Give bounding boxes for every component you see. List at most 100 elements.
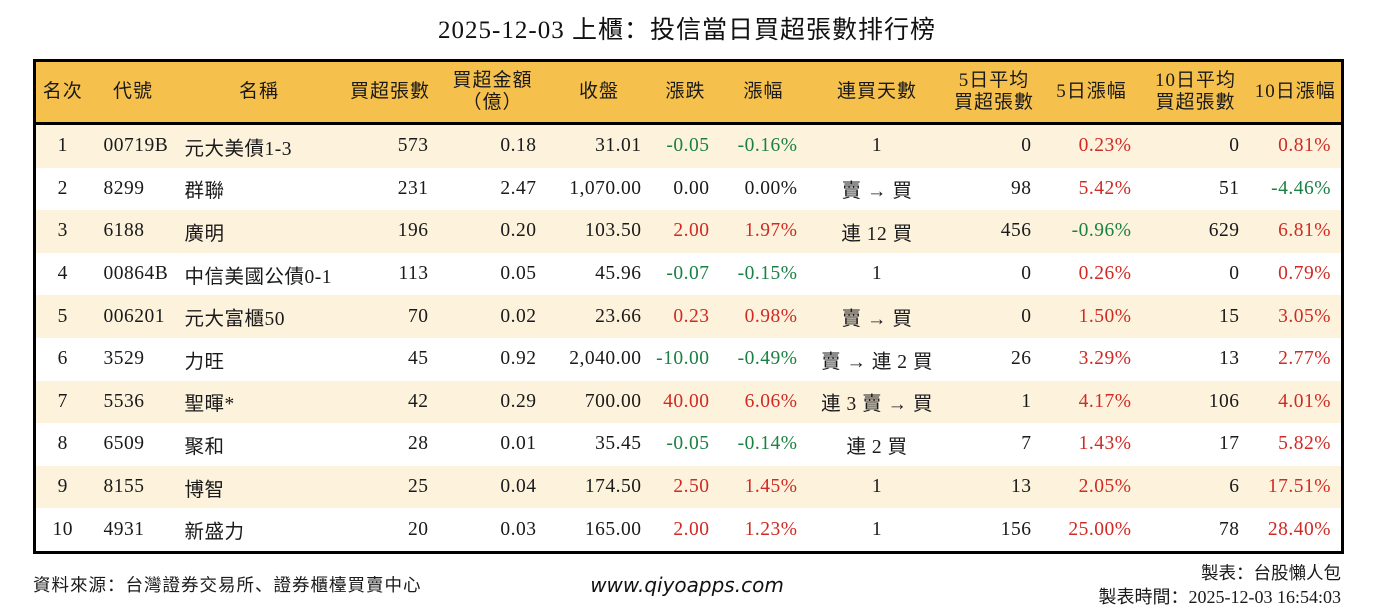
cell-code: 5536 <box>103 390 145 412</box>
cell-5d-pct: 25.00% <box>1068 518 1132 540</box>
cell-rank: 6 <box>57 348 68 370</box>
cell-avg10-volume: 17 <box>1219 433 1240 455</box>
cell-name: 博智 <box>184 479 225 501</box>
cell-5d-pct: 5.42% <box>1078 177 1132 199</box>
cell-10d-pct: 28.40% <box>1267 518 1331 540</box>
cell-buy-streak: 1 <box>871 518 883 540</box>
header-rank: 名次 <box>34 60 90 125</box>
cell-change: -0.07 <box>666 263 710 285</box>
cell-name: 廣明 <box>184 223 225 245</box>
cell-10d-pct: 6.81% <box>1278 220 1331 242</box>
cell-close: 45.96 <box>595 263 642 285</box>
cell-10d-pct: 17.51% <box>1267 476 1331 498</box>
cell-close: 31.01 <box>595 135 642 157</box>
cell-name: 聚和 <box>184 436 225 458</box>
header-5d-pct: 5日漲幅 <box>1041 60 1142 125</box>
cell-10d-pct: 3.05% <box>1278 305 1331 327</box>
header-change: 漲跌 <box>651 60 720 125</box>
header-net-buy-amount: 買超金額 （億） <box>438 60 547 125</box>
footer-source: 資料來源：台灣證券交易所、證券櫃檯買賣中心 <box>33 575 422 596</box>
cell-name: 群聯 <box>184 181 225 203</box>
cell-5d-pct: 0.23% <box>1078 135 1132 157</box>
footer-made-time: 製表時間：2025-12-03 16:54:03 <box>1098 586 1342 607</box>
cell-net-buy-volume: 113 <box>398 263 429 285</box>
cell-change-pct: 0.98% <box>744 305 798 327</box>
cell-net-buy-amount: 0.20 <box>500 220 537 242</box>
cell-code: 6509 <box>103 433 145 455</box>
cell-name: 中信美國公債0-1 <box>184 266 332 288</box>
cell-change-pct: 1.23% <box>744 518 798 540</box>
header-code: 代號 <box>89 60 177 125</box>
cell-change: -0.05 <box>666 433 710 455</box>
cell-10d-pct: 5.82% <box>1278 433 1331 455</box>
cell-avg5-volume: 98 <box>1011 177 1032 199</box>
cell-net-buy-amount: 0.03 <box>500 518 537 540</box>
cell-rank: 1 <box>57 135 68 157</box>
cell-buy-streak: 賣 → 買 <box>841 181 913 203</box>
cell-5d-pct: 4.17% <box>1078 390 1132 412</box>
cell-code: 8155 <box>103 476 145 498</box>
cell-change: 0.00 <box>673 177 710 199</box>
cell-code: 006201 <box>103 305 165 327</box>
footer-credits: 製表：台股懶人包 製表時間：2025-12-03 16:54:03 <box>784 561 1342 609</box>
page-title: 2025-12-03 上櫃：投信當日買超張數排行榜 <box>438 17 936 44</box>
cell-close: 700.00 <box>584 390 642 412</box>
cell-name: 元大美債1-3 <box>184 138 292 160</box>
cell-name: 新盛力 <box>184 522 245 544</box>
cell-buy-streak: 1 <box>871 135 883 157</box>
cell-rank: 10 <box>52 518 73 540</box>
cell-change-pct: -0.49% <box>737 348 798 370</box>
cell-net-buy-volume: 28 <box>408 433 429 455</box>
cell-change-pct: -0.15% <box>737 263 798 285</box>
header-name: 名稱 <box>176 60 342 125</box>
ranking-table: 名次 代號 名稱 買超張數 買超金額 （億） 收盤 漲跌 漲幅 連買天數 5日平… <box>33 59 1344 554</box>
cell-rank: 9 <box>57 476 68 498</box>
cell-buy-streak: 連 12 買 <box>841 223 913 245</box>
table-row: 4 00864B 中信美國公債0-1 113 0.05 45.96 -0.07 … <box>34 252 1343 296</box>
table-row: 7 5536 聖暉* 42 0.29 700.00 40.00 6.06% 連 … <box>34 380 1343 424</box>
cell-net-buy-amount: 0.92 <box>500 348 537 370</box>
cell-5d-pct: 1.43% <box>1078 433 1132 455</box>
cell-rank: 8 <box>57 433 68 455</box>
cell-avg5-volume: 0 <box>1021 263 1032 285</box>
cell-change-pct: 1.45% <box>744 476 798 498</box>
cell-5d-pct: 1.50% <box>1078 305 1132 327</box>
cell-net-buy-volume: 20 <box>408 518 429 540</box>
cell-change-pct: 6.06% <box>744 390 798 412</box>
cell-net-buy-amount: 0.18 <box>500 135 537 157</box>
cell-buy-streak: 1 <box>871 263 883 285</box>
table-row: 5 006201 元大富櫃50 70 0.02 23.66 0.23 0.98%… <box>34 295 1343 338</box>
cell-change: -10.00 <box>656 348 710 370</box>
cell-avg10-volume: 51 <box>1219 177 1240 199</box>
footer-maker: 製表：台股懶人包 <box>1201 562 1341 583</box>
cell-5d-pct: -0.96% <box>1071 220 1132 242</box>
cell-avg5-volume: 0 <box>1021 305 1032 327</box>
header-10d-pct: 10日漲幅 <box>1249 60 1343 125</box>
cell-code: 8299 <box>103 177 145 199</box>
cell-net-buy-amount: 0.01 <box>500 433 537 455</box>
cell-code: 00864B <box>103 263 169 285</box>
cell-net-buy-volume: 25 <box>408 476 429 498</box>
cell-change-pct: 0.00% <box>744 177 798 199</box>
cell-avg10-volume: 78 <box>1219 518 1240 540</box>
cell-change: 40.00 <box>663 390 710 412</box>
table-body: 1 00719B 元大美債1-3 573 0.18 31.01 -0.05 -0… <box>34 123 1343 553</box>
cell-rank: 2 <box>57 177 68 199</box>
cell-avg5-volume: 1 <box>1021 390 1032 412</box>
cell-avg5-volume: 456 <box>1000 220 1032 242</box>
cell-net-buy-amount: 0.04 <box>500 476 537 498</box>
cell-5d-pct: 0.26% <box>1078 263 1132 285</box>
cell-avg5-volume: 26 <box>1011 348 1032 370</box>
table-row: 6 3529 力旺 45 0.92 2,040.00 -10.00 -0.49%… <box>34 337 1343 381</box>
cell-5d-pct: 3.29% <box>1078 348 1132 370</box>
cell-net-buy-amount: 0.29 <box>500 390 537 412</box>
cell-buy-streak: 1 <box>871 476 883 498</box>
cell-avg10-volume: 15 <box>1219 305 1240 327</box>
cell-net-buy-amount: 0.02 <box>500 305 537 327</box>
header-close: 收盤 <box>546 60 652 125</box>
cell-change: 2.00 <box>673 518 710 540</box>
cell-buy-streak: 賣 → 連 2 買 <box>821 351 933 373</box>
cell-change: -0.05 <box>666 135 710 157</box>
cell-avg10-volume: 13 <box>1219 348 1240 370</box>
cell-avg10-volume: 629 <box>1208 220 1240 242</box>
